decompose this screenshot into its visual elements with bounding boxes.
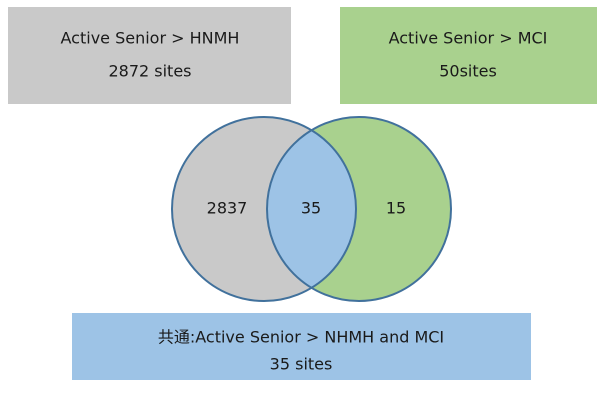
common-box bbox=[72, 313, 531, 380]
overlap-region bbox=[267, 117, 356, 301]
left-box-count: 2872 sites bbox=[108, 62, 191, 81]
right-box bbox=[340, 7, 597, 104]
overlap-region-label: 35 bbox=[301, 199, 321, 218]
right-region-label: 15 bbox=[386, 199, 406, 218]
right-circle-outline bbox=[266, 116, 452, 302]
right-box-title: Active Senior > MCI bbox=[389, 29, 548, 48]
left-box-title: Active Senior > HNMH bbox=[61, 29, 240, 48]
common-box-title: 共通:Active Senior > NHMH and MCI bbox=[158, 328, 444, 347]
left-region-label: 2837 bbox=[207, 199, 248, 218]
common-box-count: 35 sites bbox=[270, 355, 333, 374]
left-box bbox=[8, 7, 291, 104]
right-box-count: 50sites bbox=[439, 62, 497, 81]
left-circle-outline bbox=[171, 116, 357, 302]
